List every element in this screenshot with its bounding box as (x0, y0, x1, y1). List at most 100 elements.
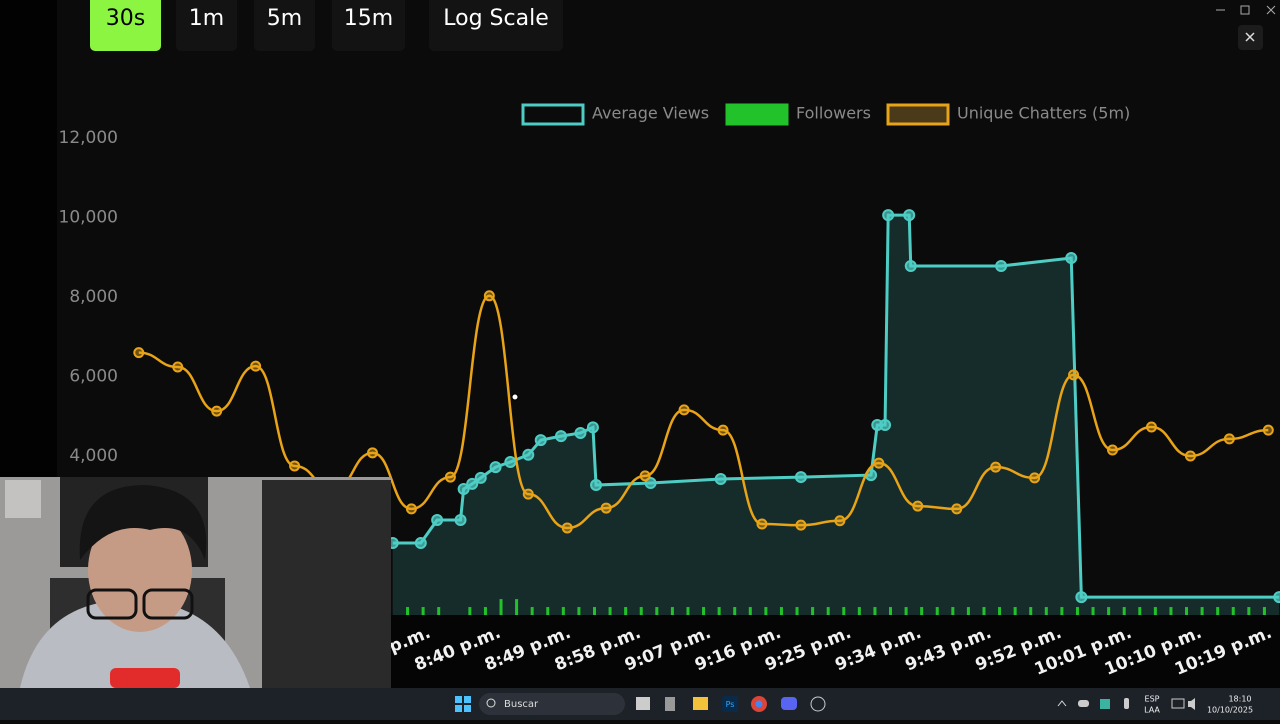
point (466, 477, 479, 490)
button-label[interactable]: 30s (106, 6, 145, 31)
point (903, 209, 916, 222)
legend: Average Views Followers Unique Chatters (5… (521, 103, 1130, 126)
point (794, 471, 807, 484)
bar (1169, 607, 1173, 615)
point (717, 424, 729, 436)
point (912, 500, 924, 512)
point (289, 460, 301, 472)
tray-icon[interactable] (1171, 698, 1185, 709)
point (133, 347, 145, 359)
lang[interactable]: LAA (1144, 706, 1160, 715)
bar (889, 607, 893, 615)
button-label[interactable]: 15m (344, 6, 393, 31)
point (873, 457, 885, 469)
search-box[interactable] (479, 693, 625, 715)
bar (920, 607, 924, 615)
clock-time[interactable]: 18:10 (1228, 695, 1251, 704)
point (756, 518, 768, 530)
button-bg[interactable] (429, 0, 563, 51)
cursor (511, 393, 519, 401)
point (951, 503, 963, 515)
app-icon (755, 700, 763, 708)
bar (1216, 607, 1220, 615)
y-tick-label: 8,000 (69, 287, 118, 307)
point (504, 455, 517, 468)
bar (1122, 607, 1126, 615)
bar (1247, 607, 1251, 615)
point (795, 519, 807, 531)
button-bg[interactable] (332, 0, 405, 51)
point (489, 461, 502, 474)
app-icon[interactable] (693, 697, 708, 710)
bar (1185, 607, 1189, 615)
y-tick-label: 10,000 (59, 208, 118, 228)
app-icon[interactable] (636, 697, 650, 710)
tray-icon[interactable] (1078, 700, 1089, 707)
point (1068, 369, 1080, 381)
bar (982, 607, 986, 615)
bar (966, 607, 970, 615)
button-bg[interactable] (90, 0, 161, 51)
bar (546, 607, 550, 615)
legend-swatch (886, 103, 950, 126)
button-bg[interactable] (254, 0, 315, 51)
bar (748, 607, 752, 615)
point (879, 418, 892, 431)
y-tick-label: 6,000 (69, 367, 118, 387)
app-icon[interactable] (781, 697, 797, 710)
button-label[interactable]: 1m (189, 6, 224, 31)
bar (1029, 607, 1033, 615)
maximize[interactable] (1240, 5, 1250, 15)
tray-chevron[interactable] (1057, 700, 1067, 707)
app-icon[interactable] (810, 696, 826, 712)
close-icon[interactable] (1245, 32, 1255, 42)
bar (1091, 607, 1095, 615)
button-label[interactable]: 5m (267, 6, 302, 31)
bar (437, 607, 441, 615)
app-label[interactable]: Ps (726, 700, 735, 709)
bar (998, 607, 1002, 615)
bar (624, 607, 628, 615)
bar (1153, 607, 1157, 615)
lang[interactable]: ESP (1145, 695, 1160, 704)
webcam (0, 477, 391, 688)
window-close[interactable] (1266, 5, 1276, 15)
bar (873, 607, 877, 615)
point (457, 482, 470, 495)
bar (670, 607, 674, 615)
app-icon[interactable] (665, 697, 675, 711)
point (405, 503, 417, 515)
search-text[interactable]: Buscar (504, 699, 539, 710)
tray-icon[interactable] (1188, 698, 1195, 710)
point (483, 290, 495, 302)
bar (826, 607, 830, 615)
point (644, 477, 657, 490)
bar (561, 607, 565, 615)
bar (655, 607, 659, 615)
button-bg[interactable] (176, 0, 237, 51)
bar (515, 599, 519, 615)
clock-date[interactable]: 10/10/2025 (1207, 706, 1253, 715)
bar (1013, 607, 1017, 615)
bar (1060, 607, 1064, 615)
bar (904, 607, 908, 615)
point (366, 447, 378, 459)
point (534, 434, 547, 447)
bar (702, 607, 706, 615)
start-button[interactable] (455, 696, 471, 712)
legend-swatch (725, 103, 789, 126)
bar (421, 607, 425, 615)
bar (779, 607, 783, 615)
point (561, 522, 573, 534)
tray-icon[interactable] (1124, 698, 1129, 709)
button-label[interactable]: Log Scale (443, 6, 548, 31)
tray-icon[interactable] (1100, 699, 1110, 709)
point (882, 209, 895, 222)
point (1107, 444, 1119, 456)
point (1273, 591, 1280, 604)
app-icon[interactable] (722, 696, 738, 712)
bar (1262, 607, 1266, 615)
bar (1138, 607, 1142, 615)
point (444, 471, 456, 483)
